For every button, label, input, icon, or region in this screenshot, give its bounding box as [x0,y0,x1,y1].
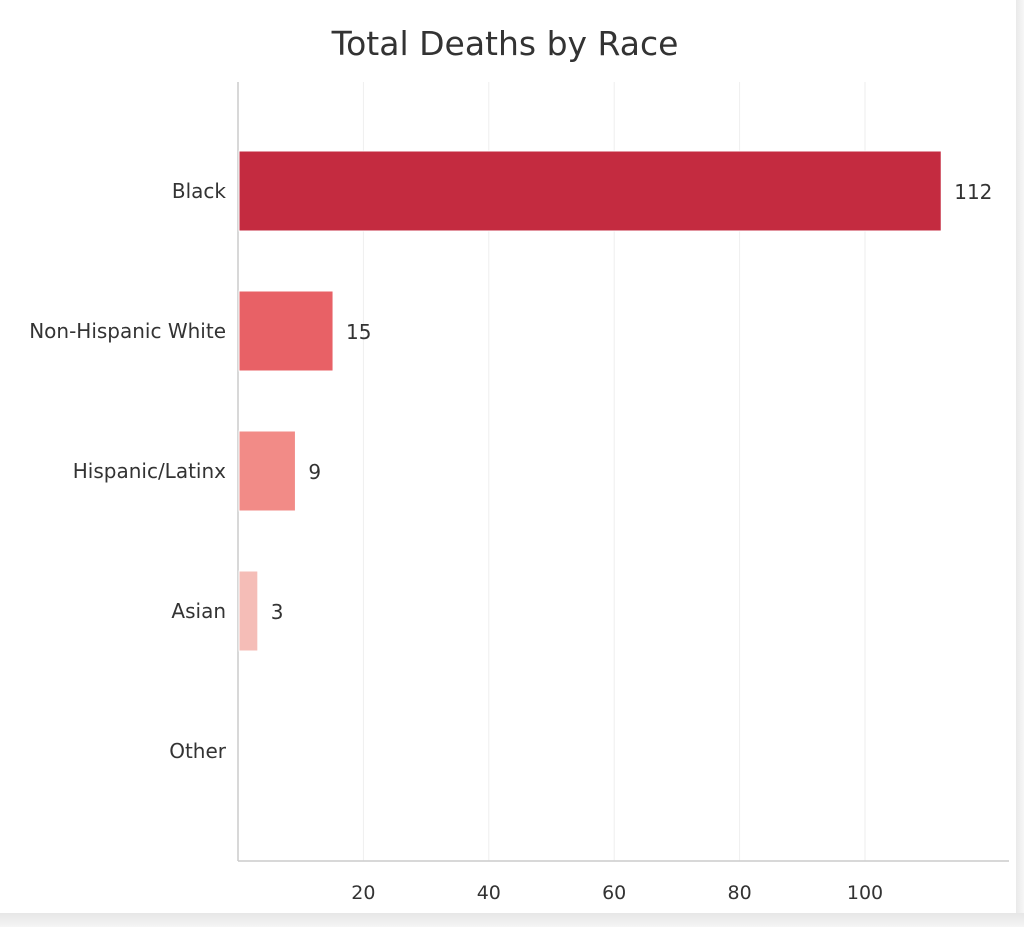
category-label: Asian [171,599,226,623]
bar-hispanic-latinx [238,430,296,512]
data-label: 3 [271,600,284,624]
x-tick-label: 40 [477,882,501,904]
x-tick-label: 20 [351,882,375,904]
category-label: Non-Hispanic White [29,319,226,343]
category-label: Hispanic/Latinx [73,459,226,483]
bar-asian [238,570,259,652]
panel-edge-right [1016,0,1024,927]
x-tick-label: 60 [602,882,626,904]
panel-edge-bottom [0,913,1024,927]
bar-chart: 20 40 60 80 100 Black 112 Non-Hispanic White 15 H… [29,82,1009,904]
bar-black [238,150,942,232]
x-tick-label: 80 [728,882,752,904]
category-label: Other [169,739,227,763]
data-label: 112 [954,180,992,204]
data-label: 15 [346,320,371,344]
category-label: Black [172,179,227,203]
x-tick-label: 100 [847,882,883,904]
bar-non-hispanic-white [238,290,334,372]
data-label: 9 [308,460,321,484]
chart-title: Total Deaths by Race [331,24,679,63]
